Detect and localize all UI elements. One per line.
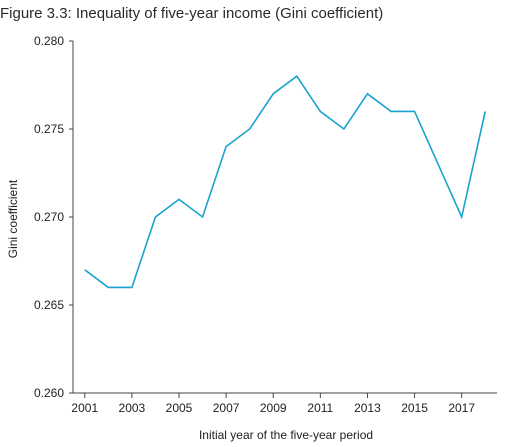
x-tick-label: 2017 [448,401,475,415]
x-tick-label: 2013 [354,401,381,415]
chart-title: Figure 3.3: Inequality of five-year inco… [0,5,383,22]
y-tick-label: 0.265 [34,298,64,312]
series-group [84,75,487,289]
x-ticks: 2001 2003 2005 2007 2009 2011 2013 2015 2017 [71,393,475,415]
y-axis-label: Gini coefficient [6,179,20,258]
x-tick-label: 2009 [260,401,287,415]
x-tick-label: 2007 [213,401,240,415]
x-tick-label: 2015 [401,401,428,415]
series-line-0 [84,75,487,289]
y-tick-label: 0.280 [34,34,64,48]
x-tick-label: 2003 [119,401,146,415]
x-tick-label: 2001 [71,401,98,415]
y-tick-label: 0.275 [34,122,64,136]
y-tick-label: 0.270 [34,210,64,224]
x-axis-label: Initial year of the five-year period [199,428,373,442]
x-tick-label: 2005 [166,401,193,415]
y-tick-label: 0.260 [34,386,64,400]
x-tick-label: 2011 [307,401,333,415]
axes [72,41,497,394]
y-ticks: 0.280 0.275 0.270 0.265 0.260 [34,34,73,400]
